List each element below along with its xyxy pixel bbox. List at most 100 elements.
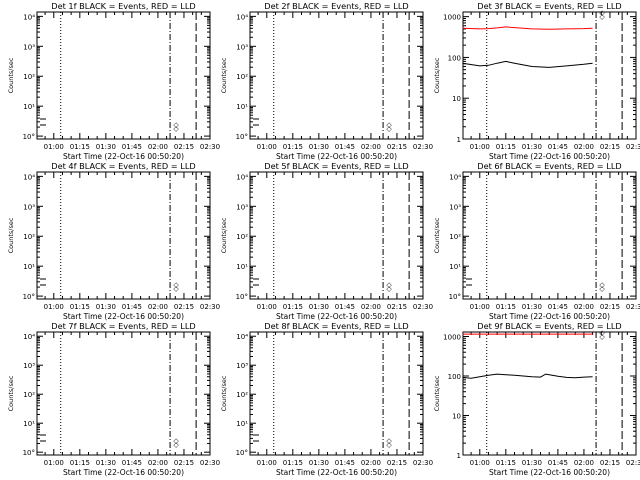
x-tick-label: 02:30	[626, 459, 640, 467]
y-tick-label: 10°	[23, 449, 35, 457]
y-axis-label: Counts/sec	[220, 217, 228, 253]
events-series-line	[462, 60, 593, 68]
panel-title: Det 7f BLACK = Events, RED = LLD	[51, 321, 195, 331]
y-tick-label: 10²	[236, 73, 248, 81]
panel-det-1f: Det 1f BLACK = Events, RED = LLD 10° 10¹ 10…	[7, 1, 220, 161]
y-tick-label: 10³	[23, 362, 35, 370]
y-axis-label: Counts/sec	[7, 375, 15, 411]
y-tick-label: 10⁴	[236, 13, 248, 21]
x-tick-label: 02:15	[600, 459, 620, 467]
x-tick-label: 01:30	[522, 459, 542, 467]
x-tick-label: 01:15	[496, 303, 516, 311]
y-tick-label: 1000	[443, 334, 461, 342]
plot-frame	[462, 171, 637, 300]
y-tick-label: 10⁴	[23, 333, 35, 341]
x-tick-label: 02:00	[574, 143, 594, 151]
panel-title: Det 8f BLACK = Events, RED = LLD	[264, 321, 408, 331]
x-tick-label: 01:15	[496, 459, 516, 467]
x-tick-label: 01:45	[335, 143, 355, 151]
lld-series-line	[462, 26, 593, 30]
diamond-symbol: ◇	[386, 121, 392, 129]
y-axis-label: Counts/sec	[433, 375, 441, 411]
x-axis-label: Start Time (22-Oct-16 00:50:20)	[63, 468, 184, 477]
plot-frame	[249, 11, 424, 140]
diamond-symbol: ◇	[173, 281, 179, 289]
y-tick-label: 10³	[236, 203, 248, 211]
panel-det-4f: Det 4f BLACK = Events, RED = LLD 10° 10¹ 10…	[7, 161, 220, 321]
panel-title: Det 4f BLACK = Events, RED = LLD	[51, 161, 195, 171]
x-axis-label: Start Time (22-Oct-16 00:50:20)	[489, 152, 610, 161]
x-tick-label: 02:15	[600, 303, 620, 311]
x-tick-label: 02:15	[600, 143, 620, 151]
x-tick-label: 01:15	[70, 303, 90, 311]
diamond-symbol: ◇	[173, 125, 179, 133]
y-tick-label: 10¹	[449, 263, 461, 271]
panel-title: Det 6f BLACK = Events, RED = LLD	[477, 161, 621, 171]
x-tick-label: 01:45	[122, 303, 142, 311]
x-tick-label: 02:15	[387, 143, 407, 151]
diamond-symbol: ◇	[599, 9, 605, 17]
plot-frame	[462, 11, 637, 140]
diamond-symbol: ◇	[599, 329, 605, 337]
x-tick-label: 02:30	[200, 143, 220, 151]
x-tick-label: 01:30	[96, 143, 116, 151]
y-tick-label: 10²	[236, 233, 248, 241]
x-tick-label: 02:30	[200, 459, 220, 467]
x-tick-label: 01:15	[283, 143, 303, 151]
y-tick-label: 10°	[449, 293, 461, 301]
y-tick-label: 10°	[23, 133, 35, 141]
y-tick-label: 10¹	[23, 103, 35, 111]
y-tick-label: 10⁴	[23, 173, 35, 181]
x-tick-label: 02:15	[174, 459, 194, 467]
x-tick-label: 01:45	[122, 459, 142, 467]
x-tick-label: 02:15	[387, 303, 407, 311]
y-tick-label: 10²	[449, 233, 461, 241]
y-axis-label: Counts/sec	[433, 217, 441, 253]
x-axis-label: Start Time (22-Oct-16 00:50:20)	[489, 468, 610, 477]
plot-frame	[36, 171, 211, 300]
y-tick-label: 10	[452, 413, 461, 421]
y-tick-label: 10²	[23, 391, 35, 399]
y-axis-label: Counts/sec	[220, 375, 228, 411]
plot-frame	[249, 171, 424, 300]
y-tick-label: 10	[452, 95, 461, 103]
panel-det-2f: Det 2f BLACK = Events, RED = LLD 10° 10¹ 10…	[220, 1, 433, 161]
x-tick-label: 01:00	[470, 143, 490, 151]
diamond-symbol: ◇	[599, 285, 605, 293]
x-tick-label: 02:00	[574, 303, 594, 311]
diamond-symbol: ◇	[386, 285, 392, 293]
y-tick-label: 10°	[236, 133, 248, 141]
panel-title: Det 5f BLACK = Events, RED = LLD	[264, 161, 408, 171]
x-tick-label: 01:30	[96, 303, 116, 311]
y-tick-label: 10³	[236, 362, 248, 370]
x-tick-label: 01:15	[496, 143, 516, 151]
y-tick-label: 1	[457, 452, 461, 460]
diamond-symbol: ◇	[173, 437, 179, 445]
x-axis-label: Start Time (22-Oct-16 00:50:20)	[63, 312, 184, 321]
x-tick-label: 02:00	[361, 459, 381, 467]
x-axis-label: Start Time (22-Oct-16 00:50:20)	[276, 152, 397, 161]
diamond-symbol: ◇	[386, 437, 392, 445]
y-tick-label: 10¹	[236, 420, 248, 428]
y-tick-label: 10⁴	[236, 173, 248, 181]
y-tick-label: 100	[448, 54, 461, 62]
diamond-symbol: ◇	[386, 441, 392, 449]
y-tick-label: 10¹	[23, 263, 35, 271]
y-axis-label: Counts/sec	[7, 217, 15, 253]
x-tick-label: 02:15	[174, 303, 194, 311]
y-axis-label: Counts/sec	[433, 57, 441, 93]
y-tick-label: 10³	[23, 43, 35, 51]
y-tick-label: 10³	[23, 203, 35, 211]
diamond-symbol: ◇	[173, 121, 179, 129]
y-tick-label: 10°	[23, 293, 35, 301]
x-tick-label: 01:45	[548, 303, 568, 311]
diamond-symbol: ◇	[173, 441, 179, 449]
y-tick-label: 10⁴	[23, 13, 35, 21]
y-axis-label: Counts/sec	[220, 57, 228, 93]
y-tick-label: 100	[448, 373, 461, 381]
panel-title: Det 3f BLACK = Events, RED = LLD	[477, 1, 621, 11]
x-tick-label: 02:00	[148, 143, 168, 151]
x-tick-label: 02:00	[148, 459, 168, 467]
y-tick-label: 1000	[443, 14, 461, 22]
